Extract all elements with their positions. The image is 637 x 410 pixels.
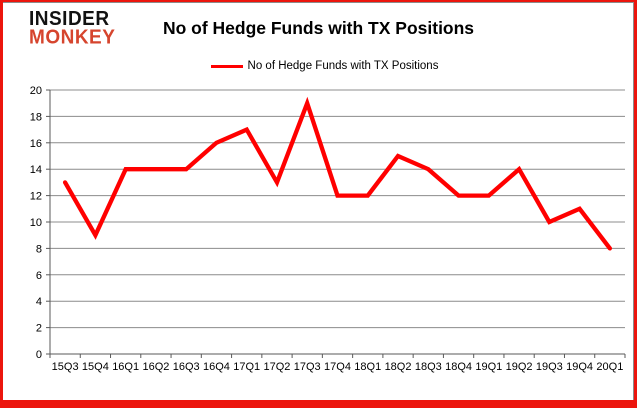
x-tick-label: 16Q2 — [142, 361, 169, 373]
x-tick-label: 18Q1 — [354, 361, 381, 373]
x-tick-label: 15Q3 — [52, 361, 79, 373]
x-tick-label: 16Q3 — [173, 361, 200, 373]
chart-title: No of Hedge Funds with TX Positions — [162, 18, 475, 38]
y-tick-label: 8 — [36, 243, 42, 255]
y-tick-label: 16 — [30, 138, 42, 150]
y-tick-label: 4 — [36, 296, 42, 308]
legend-line-swatch — [210, 64, 243, 68]
x-tick-label: 19Q4 — [566, 361, 593, 373]
x-tick-label: 17Q4 — [324, 361, 351, 373]
x-tick-label: 18Q4 — [445, 361, 472, 373]
line-chart-plot: 0 2 4 6 8 10 12 14 16 18 20 15Q3 15Q4 16Q1 16Q2 16Q3 16Q… — [30, 85, 626, 373]
y-tick-label: 0 — [36, 349, 42, 361]
series-line — [62, 96, 613, 251]
x-tick-label: 17Q3 — [294, 361, 321, 373]
legend-label: No of Hedge Funds with TX Positions — [247, 60, 439, 72]
y-tick-label: 14 — [30, 164, 42, 176]
x-tick-label: 16Q4 — [203, 361, 230, 373]
chart-legend: No of Hedge Funds with TX Positions — [15, 60, 634, 72]
y-tick-label: 2 — [36, 323, 42, 335]
y-tick-label: 10 — [30, 217, 42, 229]
x-tick-label: 17Q1 — [233, 361, 260, 373]
y-tick-label: 18 — [30, 111, 42, 123]
y-tick-label: 6 — [36, 270, 42, 282]
x-tick-label: 15Q4 — [82, 361, 109, 373]
x-tick-label: 20Q1 — [596, 361, 623, 373]
x-tick-label: 19Q1 — [475, 361, 502, 373]
logo-line-insider: INSIDER — [29, 7, 110, 31]
insider-monkey-logo: INSIDER MONKEY — [29, 7, 116, 50]
x-tick-label: 16Q1 — [112, 361, 139, 373]
x-tick-label: 17Q2 — [264, 361, 291, 373]
x-tick-label: 18Q3 — [415, 361, 442, 373]
x-tick-label: 19Q3 — [536, 361, 563, 373]
x-tick-label: 18Q2 — [385, 361, 412, 373]
x-tick-label: 19Q2 — [506, 361, 533, 373]
y-tick-label: 12 — [30, 191, 42, 203]
y-tick-label: 20 — [30, 85, 42, 97]
logo-line-monkey: MONKEY — [29, 26, 116, 50]
